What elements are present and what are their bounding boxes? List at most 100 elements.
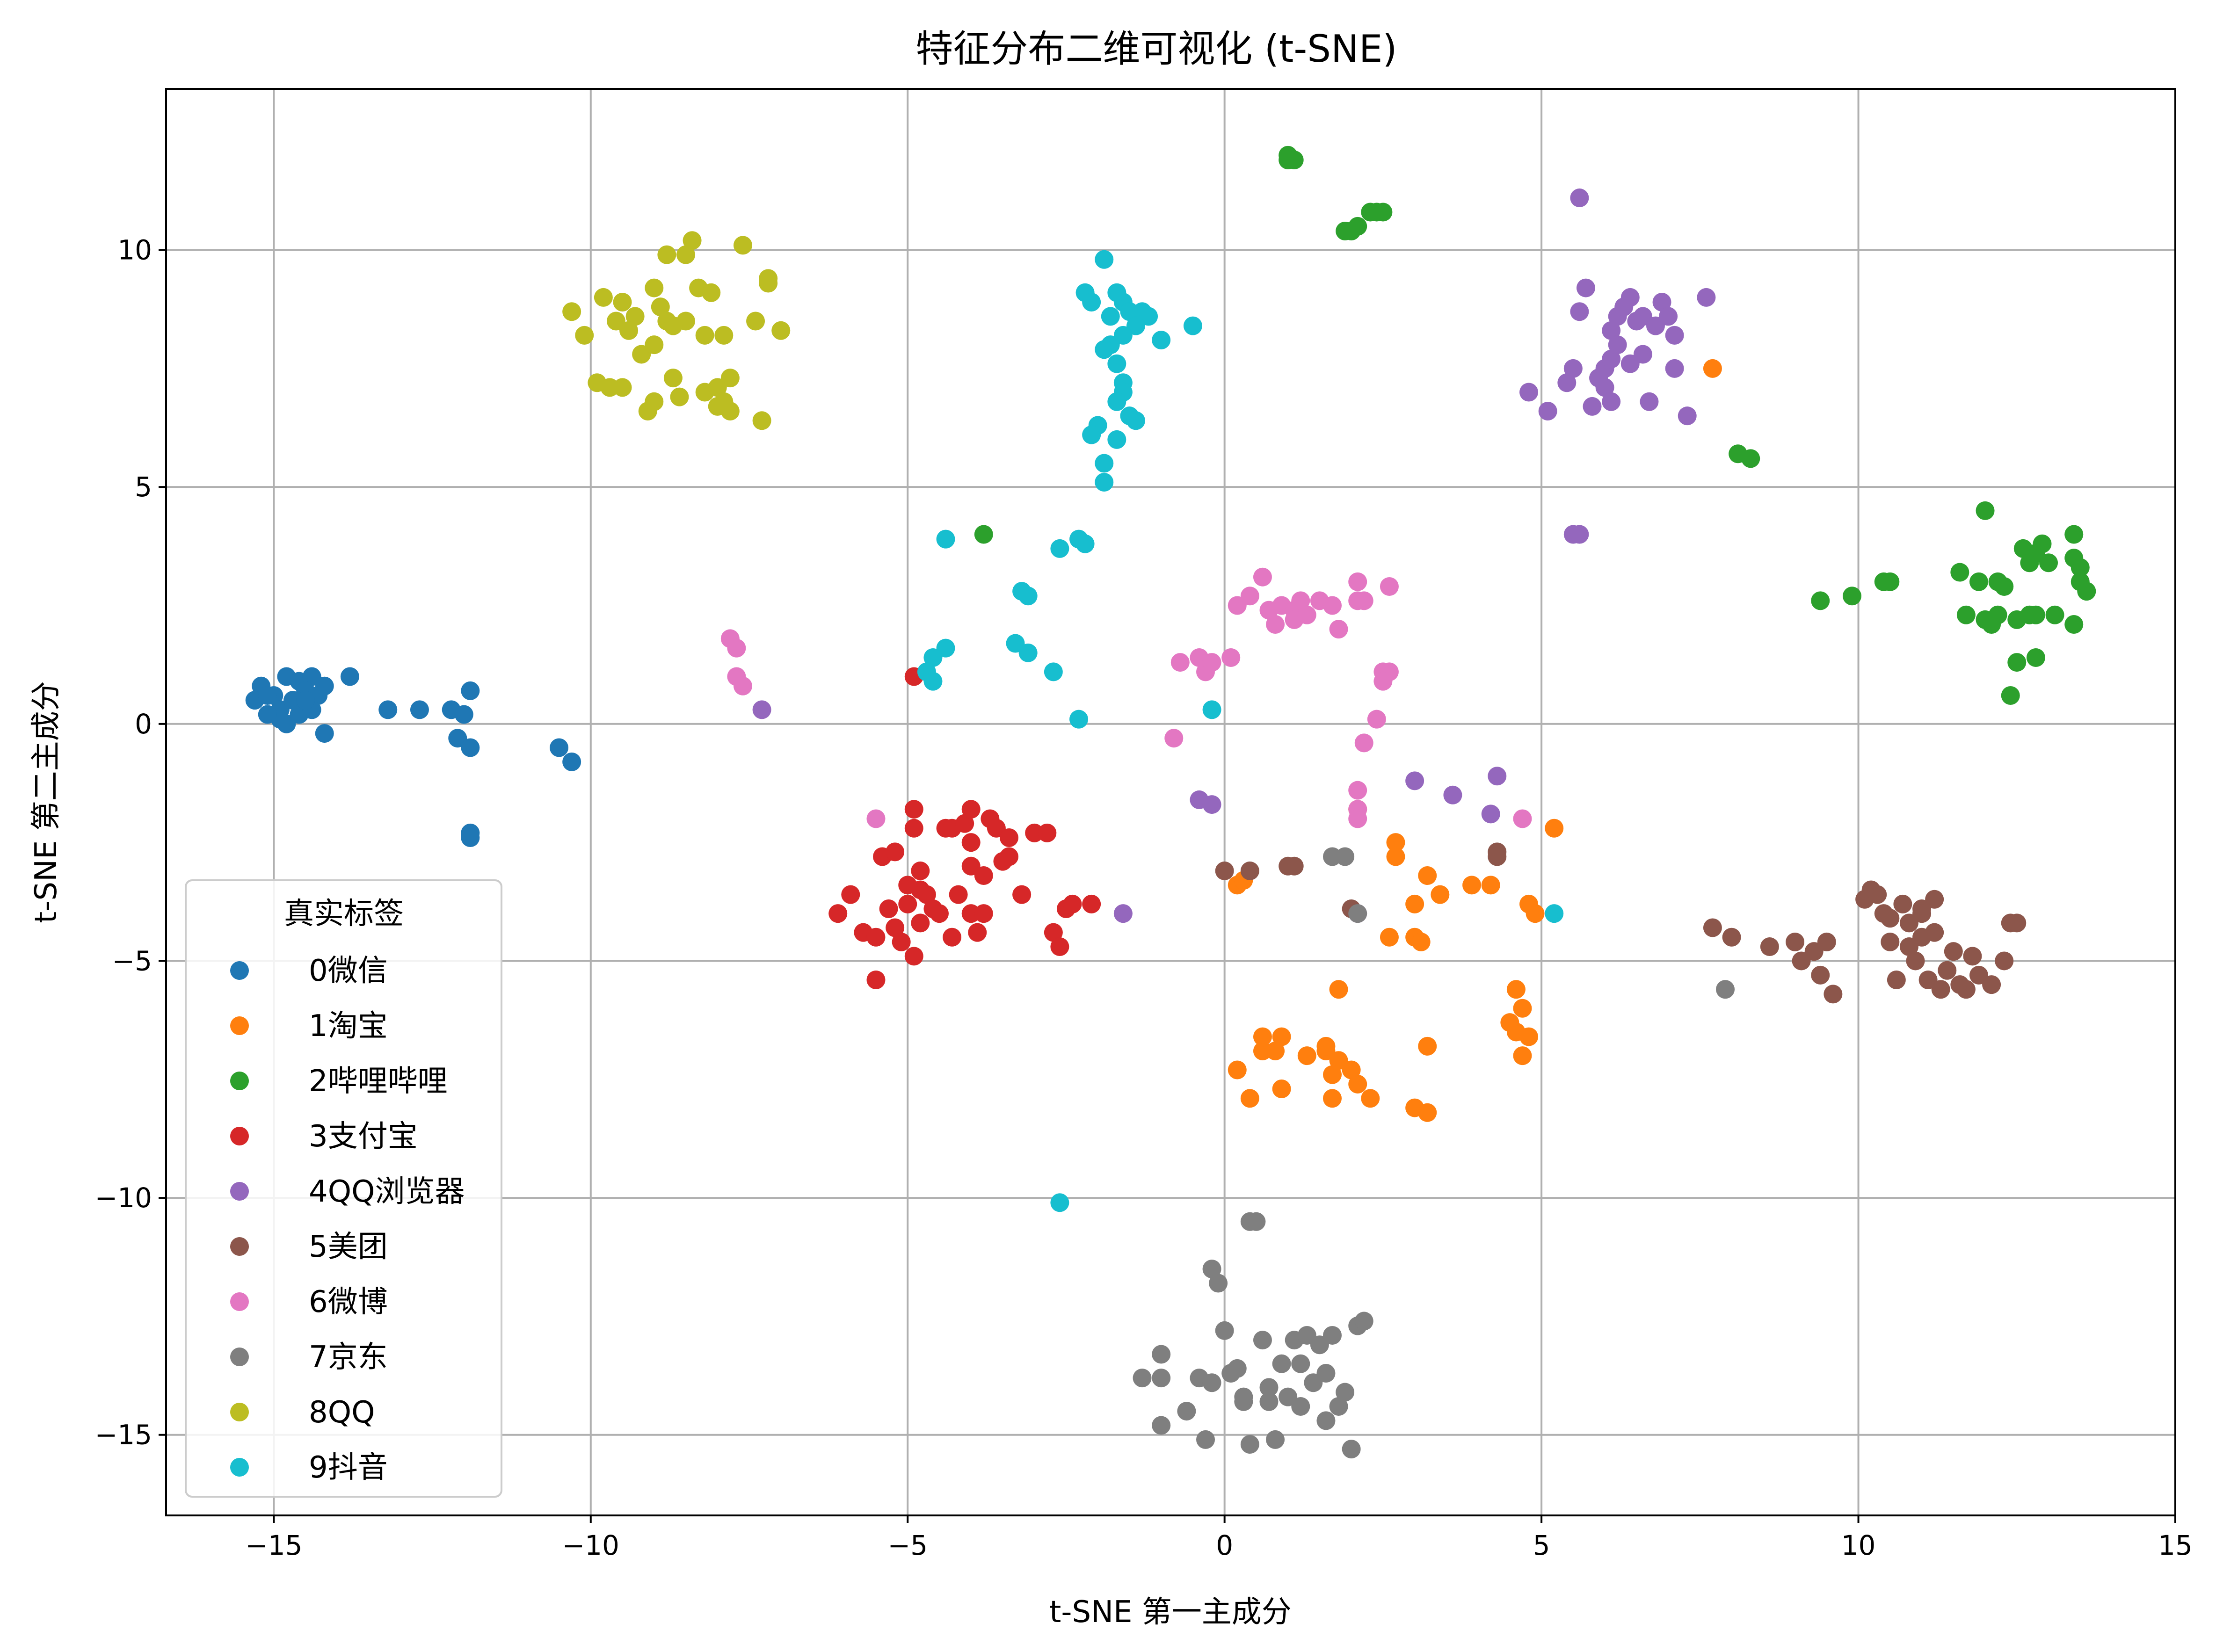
legend-title: 真实标签	[284, 897, 404, 931]
data-point	[1329, 980, 1348, 999]
data-point	[645, 392, 664, 411]
data-point	[2039, 553, 2058, 572]
data-point	[258, 705, 277, 724]
data-point	[670, 387, 689, 406]
data-point	[1659, 307, 1678, 326]
data-point	[1380, 577, 1399, 596]
data-point	[1240, 587, 1259, 606]
legend-marker	[230, 1292, 249, 1311]
plot-frame	[165, 88, 2176, 1516]
data-point	[1570, 188, 1589, 208]
x-axis-label: t-SNE 第一主成分	[1049, 1595, 1291, 1630]
data-point	[1595, 378, 1614, 397]
x-tick-label: −10	[562, 1529, 619, 1561]
data-point	[1285, 856, 1304, 876]
y-axis-label: t-SNE 第二主成分	[29, 681, 64, 923]
x-tick-label: 5	[1533, 1529, 1550, 1561]
data-point	[1545, 904, 1564, 923]
data-point	[974, 904, 993, 923]
data-point	[2033, 534, 2052, 553]
data-point	[1912, 904, 1932, 923]
data-point	[1348, 781, 1367, 800]
data-point	[1995, 577, 2014, 596]
data-point	[1881, 932, 1900, 951]
data-point	[1373, 672, 1393, 691]
data-point	[752, 700, 771, 719]
data-point	[562, 752, 581, 771]
data-point	[461, 828, 480, 847]
data-point	[1697, 288, 1716, 307]
legend-marker	[230, 1072, 249, 1090]
data-point	[683, 231, 702, 250]
data-point	[733, 676, 752, 696]
data-point	[1082, 292, 1101, 312]
data-point	[625, 307, 645, 326]
data-point	[1082, 425, 1101, 444]
data-point	[1240, 861, 1259, 880]
data-point	[1620, 288, 1640, 307]
data-point	[1881, 909, 1900, 928]
data-point	[645, 335, 664, 355]
data-point	[2007, 913, 2027, 933]
chart-title: 特征分布二维可视化 (t-SNE)	[915, 27, 1397, 71]
data-point	[1170, 653, 1190, 672]
data-point	[258, 686, 277, 705]
data-point	[1126, 411, 1145, 430]
y-tick-label: 0	[135, 708, 152, 740]
data-point	[1044, 923, 1063, 942]
data-point	[866, 809, 886, 828]
data-point	[461, 738, 480, 757]
data-point	[1240, 1435, 1259, 1454]
data-point	[1969, 572, 1988, 591]
data-point	[1538, 402, 1557, 421]
data-point	[1386, 847, 1405, 866]
data-point	[1234, 1387, 1253, 1406]
data-point	[1481, 804, 1500, 824]
data-point	[974, 866, 993, 885]
legend-label: 9抖音	[309, 1450, 388, 1485]
data-point	[594, 288, 613, 307]
data-point	[1481, 876, 1500, 895]
data-point	[1811, 965, 1830, 985]
data-point	[1012, 885, 1032, 904]
data-point	[1703, 359, 1722, 378]
data-point	[663, 316, 683, 335]
data-point	[1506, 980, 1526, 999]
data-point	[1228, 1359, 1247, 1378]
data-point	[1095, 473, 1114, 492]
data-point	[1018, 587, 1038, 606]
data-point	[1202, 653, 1221, 672]
x-tick-label: −5	[887, 1529, 928, 1561]
data-point	[917, 885, 936, 904]
x-tick-label: 0	[1216, 1529, 1233, 1561]
data-point	[1247, 1212, 1266, 1231]
y-tick-label: −15	[95, 1419, 152, 1451]
data-point	[1982, 975, 2001, 994]
data-point	[911, 913, 930, 933]
legend-marker	[230, 1237, 249, 1256]
data-point	[1209, 1274, 1228, 1293]
data-point	[936, 638, 955, 658]
data-point	[1107, 430, 1126, 449]
y-tick-label: −5	[112, 945, 153, 977]
data-point	[866, 927, 886, 947]
data-point	[1297, 1046, 1316, 1065]
data-point	[1526, 904, 1545, 923]
data-point	[1095, 250, 1114, 269]
data-point	[1075, 534, 1095, 553]
data-point	[720, 369, 740, 388]
data-point	[1259, 1392, 1279, 1411]
data-point	[1488, 767, 1507, 786]
data-point	[866, 970, 886, 989]
data-point	[1291, 1354, 1310, 1373]
data-point	[1431, 885, 1450, 904]
series-6-points	[720, 567, 1532, 828]
data-point	[1215, 1321, 1234, 1340]
data-point	[1956, 605, 1976, 624]
data-point	[828, 904, 848, 923]
data-point	[1944, 942, 1963, 961]
data-point	[1202, 700, 1221, 719]
data-point	[911, 861, 930, 880]
data-point	[1513, 1046, 1532, 1065]
data-point	[1354, 733, 1373, 753]
